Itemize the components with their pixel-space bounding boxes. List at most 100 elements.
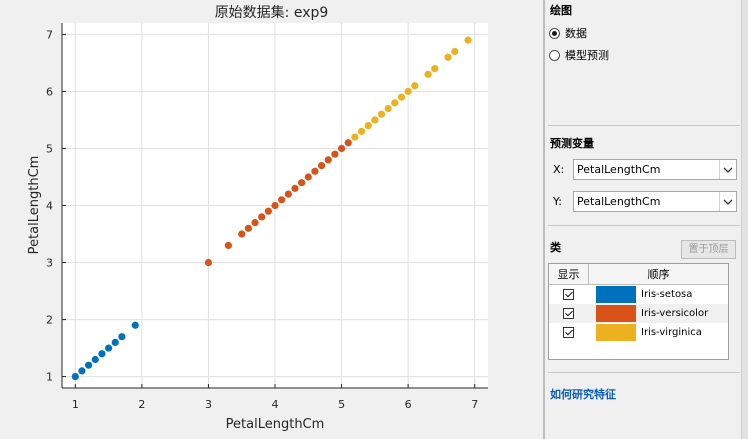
- class-table-header: 显示 顺序: [549, 264, 728, 285]
- data-point[interactable]: [377, 110, 386, 118]
- panel-scrollbar[interactable]: [741, 0, 748, 439]
- y-tick-label: 2: [46, 314, 53, 327]
- plot-section-title: 绘图: [550, 4, 572, 17]
- data-point[interactable]: [424, 70, 432, 78]
- data-point[interactable]: [431, 65, 439, 73]
- data-point[interactable]: [291, 184, 299, 192]
- x-predictor-row: X: PetalLengthCm: [553, 159, 737, 180]
- data-point[interactable]: [411, 82, 419, 90]
- y-predictor-dropdown[interactable]: PetalLengthCm: [573, 191, 737, 212]
- data-point[interactable]: [298, 179, 306, 187]
- data-point[interactable]: [357, 127, 366, 135]
- data-point[interactable]: [111, 338, 119, 346]
- plot-title: 原始数据集: exp9: [214, 5, 329, 21]
- data-point[interactable]: [304, 173, 312, 181]
- y-tick-label: 1: [46, 371, 53, 384]
- class-table: 显示 顺序 Iris-setosa Iris-versicolor Iris-v…: [548, 263, 729, 360]
- data-point[interactable]: [464, 36, 472, 44]
- y-predictor-value: PetalLengthCm: [577, 195, 661, 208]
- column-header-order[interactable]: 顺序: [647, 268, 670, 281]
- show-checkbox[interactable]: [563, 289, 574, 300]
- section-separator: [548, 372, 740, 373]
- y-predictor-row: Y: PetalLengthCm: [553, 191, 737, 212]
- bring-to-top-button[interactable]: 置于顶层: [681, 240, 736, 259]
- how-to-explore-features-link[interactable]: 如何研究特征: [550, 388, 616, 401]
- axis-layer: 1 2 3 4 5 6 7 1 2 3 4 5 6 7: [46, 23, 488, 411]
- data-point[interactable]: [278, 196, 286, 204]
- predictors-title: 预测变量: [550, 137, 594, 150]
- data-point[interactable]: [271, 201, 279, 210]
- data-point[interactable]: [337, 144, 346, 153]
- x-predictor-value: PetalLengthCm: [577, 163, 661, 176]
- data-point[interactable]: [324, 156, 332, 164]
- show-checkbox[interactable]: [563, 327, 574, 338]
- chevron-down-icon[interactable]: [719, 160, 736, 179]
- radio-data[interactable]: 数据: [549, 25, 587, 41]
- radio-model-label: 模型预测: [565, 49, 609, 62]
- data-point[interactable]: [251, 219, 259, 227]
- chevron-down-icon[interactable]: [719, 192, 736, 211]
- y-tick-label: 5: [46, 142, 53, 155]
- grid-layer: [62, 23, 488, 388]
- data-point[interactable]: [224, 241, 233, 250]
- class-name: Iris-virginica: [641, 327, 702, 338]
- data-point[interactable]: [85, 361, 93, 369]
- show-checkbox[interactable]: [563, 308, 574, 319]
- data-point[interactable]: [258, 213, 266, 221]
- data-point[interactable]: [311, 167, 319, 175]
- data-point[interactable]: [131, 321, 139, 329]
- data-point[interactable]: [284, 190, 292, 198]
- data-point[interactable]: [317, 161, 326, 170]
- table-row[interactable]: Iris-versicolor: [549, 304, 728, 323]
- radio-data-indicator[interactable]: [549, 27, 560, 39]
- class-name: Iris-setosa: [641, 289, 693, 300]
- y-tick-label: 7: [46, 28, 53, 41]
- panel-divider[interactable]: [543, 0, 545, 439]
- y-tick-label: 6: [46, 85, 53, 98]
- data-point[interactable]: [118, 333, 126, 341]
- x-tick-label: 6: [405, 398, 412, 411]
- table-row[interactable]: Iris-setosa: [549, 285, 728, 304]
- radio-model-indicator[interactable]: [549, 49, 560, 61]
- data-point[interactable]: [98, 350, 106, 358]
- x-tick-label: 3: [205, 398, 212, 411]
- data-point[interactable]: [78, 367, 86, 375]
- data-point[interactable]: [91, 355, 99, 364]
- data-point[interactable]: [331, 150, 339, 158]
- y-predictor-label: Y:: [553, 195, 562, 208]
- plot-area: 原始数据集: exp9 1 2 3 4 5 6 7 1 2 3 4 5 6 7 PetalLengthCm…: [0, 0, 543, 439]
- x-predictor-dropdown[interactable]: PetalLengthCm: [573, 159, 737, 180]
- classes-title: 类: [550, 241, 561, 254]
- table-row[interactable]: Iris-virginica: [549, 323, 728, 342]
- data-point[interactable]: [71, 372, 79, 381]
- y-axis-label: PetalLengthCm: [27, 156, 42, 255]
- data-point[interactable]: [351, 133, 359, 141]
- data-point[interactable]: [371, 116, 379, 124]
- data-point[interactable]: [104, 344, 113, 352]
- data-point[interactable]: [244, 224, 252, 232]
- points-layer: [71, 36, 472, 381]
- y-tick-label: 4: [46, 200, 53, 213]
- radio-data-label: 数据: [565, 27, 587, 40]
- x-axis-label: PetalLengthCm: [226, 417, 325, 432]
- column-header-show[interactable]: 显示: [549, 264, 589, 284]
- data-point[interactable]: [384, 104, 392, 113]
- section-separator: [548, 225, 740, 226]
- data-point[interactable]: [391, 99, 399, 107]
- data-point[interactable]: [364, 122, 372, 130]
- data-point[interactable]: [404, 87, 412, 96]
- data-point[interactable]: [204, 258, 213, 267]
- x-tick-label: 2: [138, 398, 145, 411]
- data-point[interactable]: [264, 207, 272, 215]
- data-point[interactable]: [397, 93, 406, 101]
- data-point[interactable]: [444, 53, 452, 61]
- x-tick-label: 7: [471, 398, 478, 411]
- data-point[interactable]: [344, 139, 352, 147]
- x-tick-label: 5: [338, 398, 345, 411]
- control-panel: 绘图 数据 模型预测 预测变量 X: PetalLengthCm Y: Peta…: [545, 0, 743, 439]
- data-point[interactable]: [451, 47, 459, 56]
- class-name: Iris-versicolor: [641, 308, 709, 319]
- data-point[interactable]: [238, 230, 246, 238]
- scatter-plot[interactable]: 1 2 3 4 5 6 7 1 2 3 4 5 6 7 PetalLengthCm PetalLength…: [0, 0, 543, 439]
- radio-model-prediction[interactable]: 模型预测: [549, 47, 609, 63]
